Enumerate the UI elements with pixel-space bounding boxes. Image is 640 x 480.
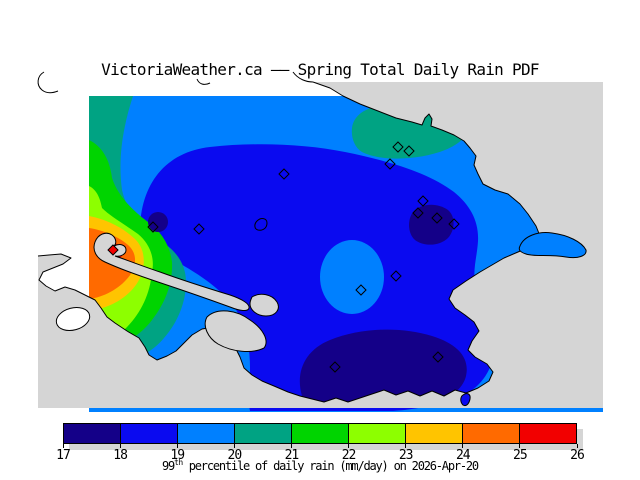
colorbar-tick bbox=[233, 444, 235, 448]
coast-arc-northwest bbox=[37, 71, 59, 94]
map-title: VictoriaWeather.ca —— Spring Total Daily… bbox=[101, 60, 539, 79]
colorbar-tick bbox=[62, 444, 64, 448]
colorbar-segment bbox=[121, 424, 178, 443]
colorbar-ticks: 17 18 19 20 21 22 23 24 25 26 bbox=[56, 444, 585, 474]
colorbar-segment bbox=[178, 424, 235, 443]
white-lake bbox=[55, 306, 91, 332]
station-marker bbox=[403, 145, 415, 157]
caption-base: 99 bbox=[162, 459, 175, 473]
station-marker bbox=[355, 284, 367, 296]
station-marker bbox=[432, 351, 444, 363]
station-marker bbox=[278, 168, 290, 180]
colorbar-segment bbox=[235, 424, 292, 443]
colorbar-tick bbox=[119, 444, 121, 448]
harbour-island bbox=[249, 293, 279, 317]
land bbox=[38, 82, 603, 408]
caption-rest: percentile of daily rain (mm/day) on 202… bbox=[182, 459, 479, 473]
contour-blob-navy-west bbox=[148, 212, 168, 232]
highlight-station-marker bbox=[107, 244, 119, 256]
colorbar-segment bbox=[292, 424, 349, 443]
crescent-lake bbox=[518, 232, 587, 259]
colorbar-tick bbox=[576, 444, 578, 448]
station-marker bbox=[448, 218, 460, 230]
colorbar-tick-label: 20 bbox=[227, 448, 243, 463]
colorbar-tick-label: 18 bbox=[113, 448, 128, 463]
colorbar-tick bbox=[462, 444, 464, 448]
colorbar-tick-label: 23 bbox=[398, 448, 414, 463]
colorbar-tick-label: 26 bbox=[570, 448, 585, 463]
colorbar-segment bbox=[64, 424, 121, 443]
colorbar-caption: 99th percentile of daily rain (mm/day) o… bbox=[63, 456, 577, 473]
contour-blob-navy-east bbox=[409, 204, 454, 245]
station-marker bbox=[384, 158, 396, 170]
colorbar-tick bbox=[348, 444, 350, 448]
caption-superscript: th bbox=[174, 458, 183, 467]
colorbar-tick-label: 24 bbox=[455, 448, 471, 463]
station-marker bbox=[417, 195, 429, 207]
colorbar-tick bbox=[519, 444, 521, 448]
harbour-peninsula bbox=[204, 310, 267, 352]
station-marker bbox=[147, 221, 159, 233]
colorbar-tick bbox=[290, 444, 292, 448]
colorbar-tick-label: 19 bbox=[170, 448, 185, 463]
colorbar-tick bbox=[405, 444, 407, 448]
lake-outline bbox=[254, 218, 268, 231]
colorbar-segment bbox=[520, 424, 576, 443]
station-marker bbox=[390, 270, 402, 282]
contour-blob-azure-center bbox=[320, 240, 384, 314]
station-markers bbox=[107, 141, 460, 373]
station-marker bbox=[412, 207, 424, 219]
colorbar-tick-label: 22 bbox=[341, 448, 357, 463]
colorbar-segment bbox=[463, 424, 520, 443]
station-marker bbox=[193, 223, 205, 235]
colorbar bbox=[63, 423, 577, 444]
blue-islet bbox=[460, 393, 471, 407]
colorbar-tick-label: 21 bbox=[284, 448, 300, 463]
colorbar-segment bbox=[349, 424, 406, 443]
colorbar-tick-label: 25 bbox=[513, 448, 528, 463]
station-marker bbox=[392, 141, 404, 153]
colorbar-segment bbox=[406, 424, 463, 443]
contour-blob-navy-south bbox=[299, 329, 467, 403]
coastline bbox=[37, 81, 541, 403]
sooke-inlet bbox=[93, 232, 250, 311]
station-marker bbox=[431, 212, 443, 224]
colorbar-tick bbox=[176, 444, 178, 448]
station-marker bbox=[329, 361, 341, 373]
colorbar-tick-label: 17 bbox=[56, 448, 71, 463]
coast-arc-north bbox=[292, 71, 314, 83]
coast-arc-small bbox=[196, 78, 211, 85]
